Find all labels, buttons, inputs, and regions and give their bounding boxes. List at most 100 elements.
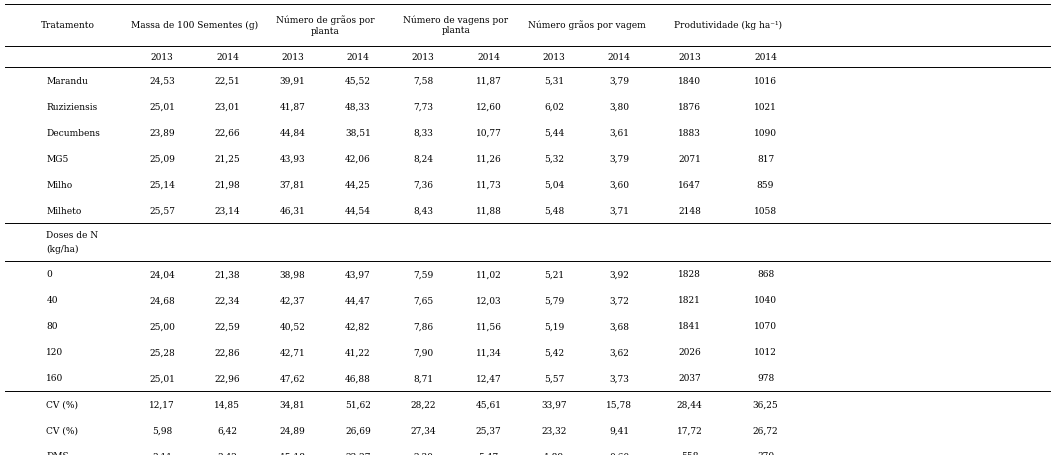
- Text: 7,36: 7,36: [414, 181, 433, 189]
- Text: 34,81: 34,81: [280, 399, 305, 408]
- Text: Ruziziensis: Ruziziensis: [46, 103, 98, 111]
- Text: 51,62: 51,62: [345, 399, 371, 408]
- Text: 11,87: 11,87: [476, 77, 501, 86]
- Text: 1058: 1058: [754, 207, 777, 215]
- Text: 25,14: 25,14: [150, 181, 175, 189]
- Text: 26,69: 26,69: [345, 425, 371, 434]
- Text: 41,87: 41,87: [280, 103, 305, 111]
- Text: 1012: 1012: [754, 348, 777, 356]
- Text: 5,21: 5,21: [543, 270, 564, 278]
- Text: Milho: Milho: [46, 181, 73, 189]
- Text: 8,71: 8,71: [413, 374, 434, 382]
- Text: 1840: 1840: [678, 77, 701, 86]
- Text: 24,68: 24,68: [150, 296, 175, 304]
- Text: 46,88: 46,88: [345, 374, 371, 382]
- Text: 11,34: 11,34: [476, 348, 501, 356]
- Text: 3,68: 3,68: [610, 322, 629, 330]
- Text: (kg/ha): (kg/ha): [46, 244, 79, 253]
- Text: 1021: 1021: [754, 103, 777, 111]
- Text: 15,78: 15,78: [607, 399, 632, 408]
- Text: 10,77: 10,77: [476, 129, 501, 137]
- Text: 27,34: 27,34: [411, 425, 436, 434]
- Text: 1090: 1090: [754, 129, 777, 137]
- Text: 1821: 1821: [678, 296, 701, 304]
- Text: 2014: 2014: [216, 53, 239, 62]
- Text: 22,34: 22,34: [215, 296, 240, 304]
- Text: CV (%): CV (%): [46, 425, 78, 434]
- Text: 3,42: 3,42: [218, 451, 237, 455]
- Text: 23,32: 23,32: [541, 425, 567, 434]
- Text: 3,79: 3,79: [610, 155, 629, 163]
- Text: 3,80: 3,80: [610, 103, 629, 111]
- Text: 11,73: 11,73: [476, 181, 501, 189]
- Text: 44,25: 44,25: [345, 181, 371, 189]
- Text: 2026: 2026: [678, 348, 701, 356]
- Text: 7,65: 7,65: [413, 296, 434, 304]
- Text: 46,31: 46,31: [280, 207, 305, 215]
- Text: 5,04: 5,04: [543, 181, 564, 189]
- Text: 2013: 2013: [412, 53, 435, 62]
- Text: 42,37: 42,37: [280, 296, 305, 304]
- Text: 24,04: 24,04: [150, 270, 175, 278]
- Text: 48,33: 48,33: [345, 103, 371, 111]
- Text: 47,62: 47,62: [280, 374, 305, 382]
- Text: MG5: MG5: [46, 155, 68, 163]
- Text: 24,53: 24,53: [150, 77, 175, 86]
- Text: CV (%): CV (%): [46, 399, 78, 408]
- Text: Número de grãos por
planta: Número de grãos por planta: [276, 15, 375, 35]
- Text: 2148: 2148: [678, 207, 701, 215]
- Text: 45,52: 45,52: [345, 77, 371, 86]
- Text: Decumbens: Decumbens: [46, 129, 100, 137]
- Text: 11,56: 11,56: [476, 322, 501, 330]
- Text: 2014: 2014: [477, 53, 500, 62]
- Text: 1647: 1647: [678, 181, 701, 189]
- Text: 2071: 2071: [678, 155, 701, 163]
- Text: 2013: 2013: [678, 53, 701, 62]
- Text: 1841: 1841: [678, 322, 701, 330]
- Text: 868: 868: [757, 270, 774, 278]
- Text: 5,42: 5,42: [543, 348, 564, 356]
- Text: 5,47: 5,47: [478, 451, 499, 455]
- Text: 80: 80: [46, 322, 58, 330]
- Text: 33,97: 33,97: [541, 399, 567, 408]
- Text: 7,59: 7,59: [413, 270, 434, 278]
- Text: 1883: 1883: [678, 129, 701, 137]
- Text: 22,96: 22,96: [215, 374, 240, 382]
- Text: Milheto: Milheto: [46, 207, 82, 215]
- Text: 21,25: 21,25: [215, 155, 240, 163]
- Text: Número de vagens por
planta: Número de vagens por planta: [403, 15, 509, 35]
- Text: 3,11: 3,11: [153, 451, 172, 455]
- Text: 1070: 1070: [754, 322, 777, 330]
- Text: 6,42: 6,42: [218, 425, 237, 434]
- Text: 3,72: 3,72: [610, 296, 629, 304]
- Text: 3,71: 3,71: [610, 207, 629, 215]
- Text: 25,00: 25,00: [150, 322, 175, 330]
- Text: 9,41: 9,41: [609, 425, 630, 434]
- Text: 5,57: 5,57: [543, 374, 564, 382]
- Text: 2,30: 2,30: [414, 451, 433, 455]
- Text: 25,28: 25,28: [150, 348, 175, 356]
- Text: 7,90: 7,90: [413, 348, 434, 356]
- Text: 7,86: 7,86: [413, 322, 434, 330]
- Text: 3,60: 3,60: [610, 181, 629, 189]
- Text: 21,98: 21,98: [215, 181, 240, 189]
- Text: 1016: 1016: [754, 77, 777, 86]
- Text: Número grãos por vagem: Número grãos por vagem: [528, 20, 645, 30]
- Text: 43,97: 43,97: [345, 270, 371, 278]
- Text: 22,51: 22,51: [215, 77, 240, 86]
- Text: 39,91: 39,91: [280, 77, 305, 86]
- Text: 38,51: 38,51: [345, 129, 371, 137]
- Text: 42,71: 42,71: [280, 348, 305, 356]
- Text: 23,14: 23,14: [215, 207, 240, 215]
- Text: 1040: 1040: [754, 296, 777, 304]
- Text: 3,73: 3,73: [610, 374, 629, 382]
- Text: 11,26: 11,26: [476, 155, 501, 163]
- Text: 2013: 2013: [281, 53, 304, 62]
- Text: 3,79: 3,79: [610, 77, 629, 86]
- Text: 26,72: 26,72: [753, 425, 778, 434]
- Text: 2013: 2013: [151, 53, 174, 62]
- Text: 370: 370: [757, 451, 774, 455]
- Text: 42,06: 42,06: [345, 155, 371, 163]
- Text: 23,27: 23,27: [345, 451, 371, 455]
- Text: 2013: 2013: [542, 53, 565, 62]
